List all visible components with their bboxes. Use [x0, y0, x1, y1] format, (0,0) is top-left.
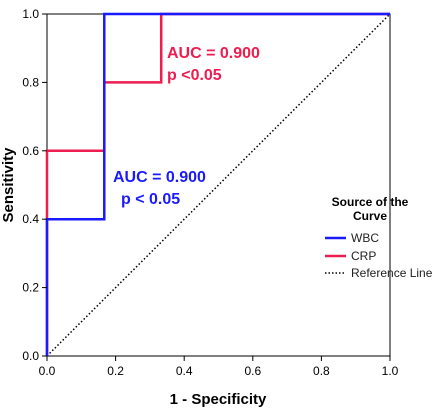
- wbc-p-value-label: p < 0.05: [121, 191, 180, 208]
- x-axis-ticks: 0.0 0.2 0.4 0.6 0.8 1.0: [39, 356, 399, 378]
- series-line-reference-line: [46, 13, 391, 357]
- crp-auc-label: AUC = 0.900: [167, 45, 260, 62]
- y-axis-ticks: 0.0 0.2 0.4 0.6 0.8 1.0: [22, 7, 47, 363]
- y-tick-label: 1.0: [22, 7, 39, 21]
- wbc-auc-label: AUC = 0.900: [113, 169, 206, 186]
- legend: Source of the Curve WBC CRP Reference Li…: [325, 195, 433, 280]
- x-tick-label: 0.4: [176, 364, 193, 378]
- series-line-wbc: [45, 12, 390, 356]
- x-tick-label: 0.2: [107, 364, 124, 378]
- legend-title-line2: Curve: [353, 209, 387, 223]
- y-tick-label: 0.6: [22, 144, 39, 158]
- x-tick-label: 0.6: [244, 364, 261, 378]
- x-tick-label: 1.0: [382, 364, 399, 378]
- y-tick-label: 0.8: [22, 75, 39, 89]
- legend-title-line1: Source of the: [332, 195, 409, 209]
- legend-label-crp: CRP: [351, 249, 376, 263]
- crp-p-value-label: p <0.05: [167, 67, 222, 84]
- y-axis-title: Sensitivity: [0, 147, 17, 223]
- y-tick-label: 0.2: [22, 281, 39, 295]
- auc-annotation-crp: AUC = 0.900 p <0.05: [167, 45, 260, 84]
- x-tick-label: 0.0: [39, 364, 56, 378]
- x-tick-label: 0.8: [313, 364, 330, 378]
- x-axis-title: 1 - Specificity: [170, 391, 267, 408]
- legend-label-wbc: WBC: [351, 231, 379, 245]
- y-tick-label: 0.4: [22, 212, 39, 226]
- y-tick-label: 0.0: [22, 349, 39, 363]
- auc-annotation-wbc: AUC = 0.900 p < 0.05: [113, 169, 206, 208]
- legend-label-reference: Reference Line: [351, 266, 433, 280]
